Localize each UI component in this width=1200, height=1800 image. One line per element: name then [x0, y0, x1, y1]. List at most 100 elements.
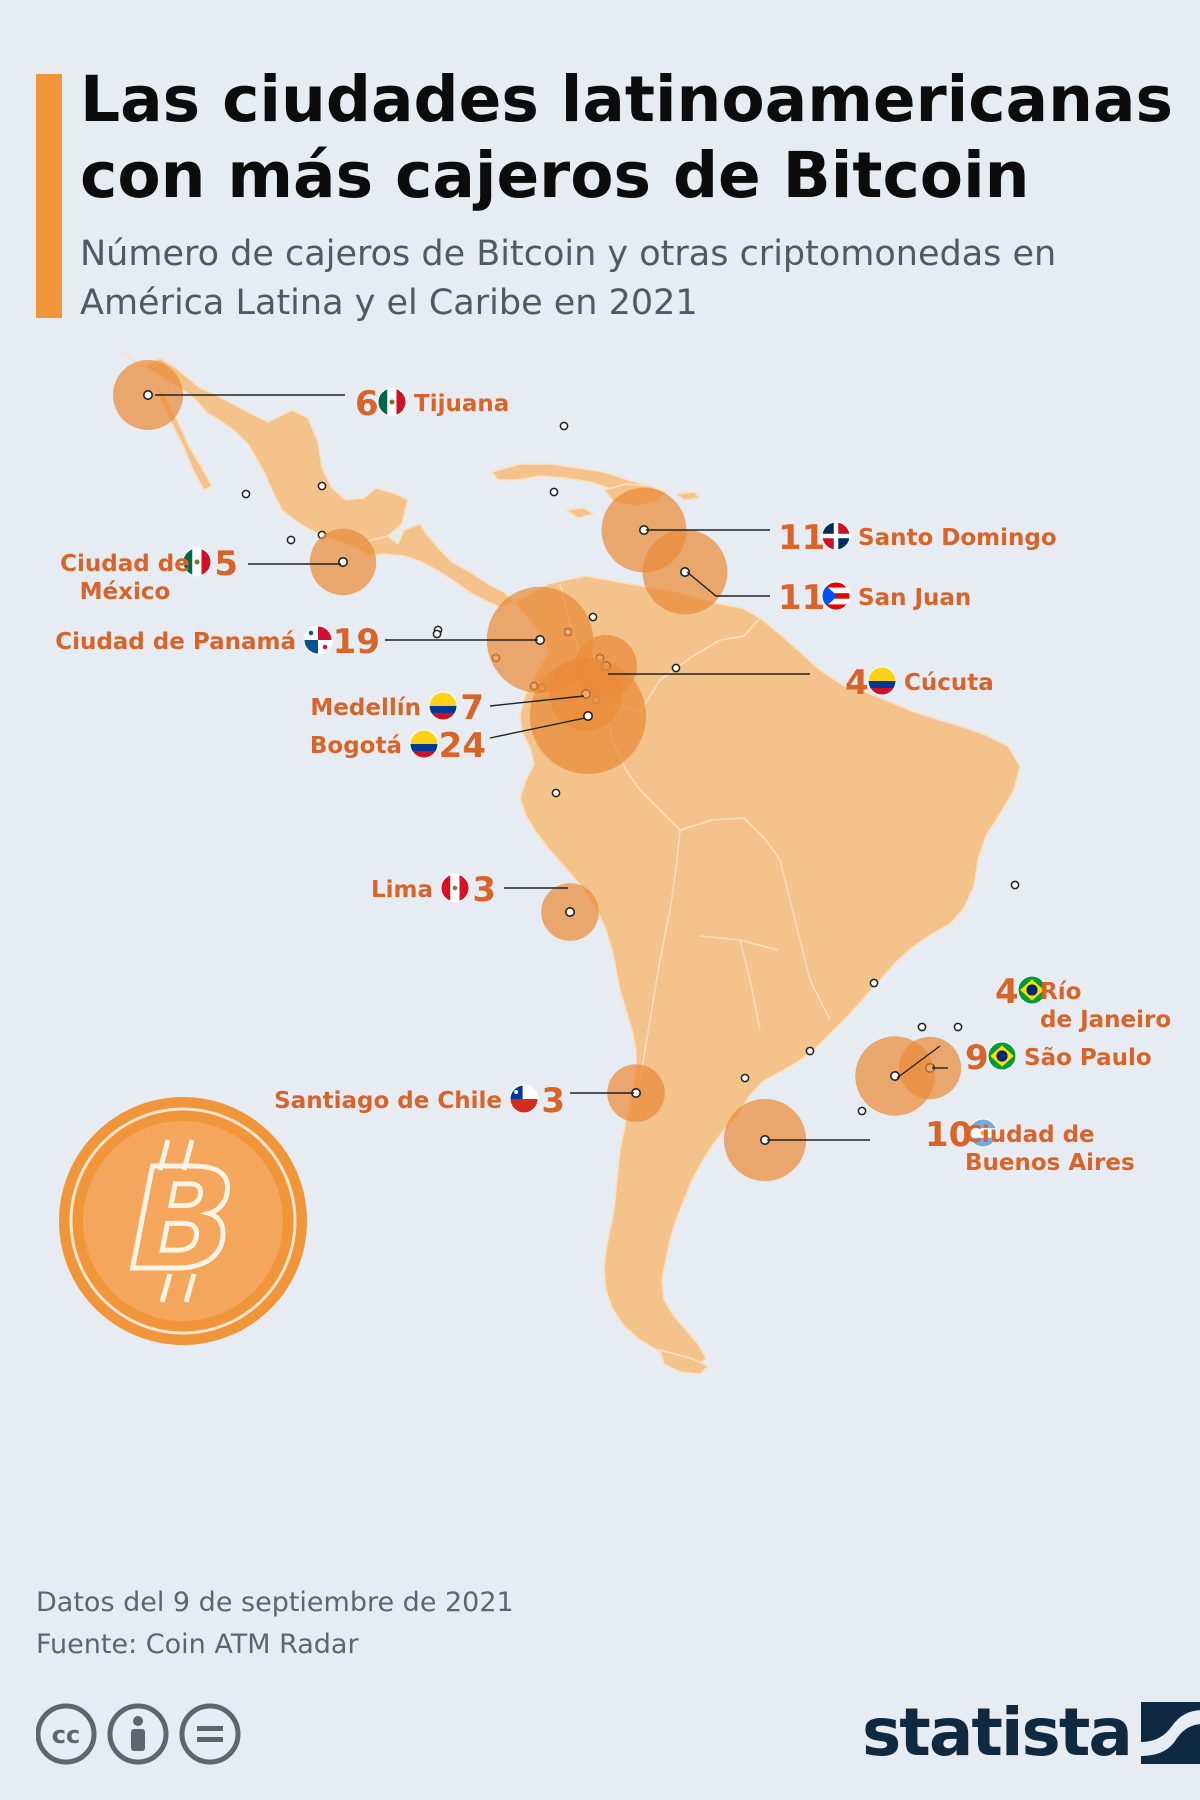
- city-name-santiago-de-chile: Santiago de Chile: [274, 1088, 502, 1114]
- land-jamaica: [565, 507, 595, 519]
- source-note: Fuente: Coin ATM Radar: [36, 1629, 359, 1660]
- city-bubbles: [113, 360, 962, 1182]
- minor-atm-dot: [286, 535, 296, 545]
- argentina-flag-icon: [968, 1118, 998, 1148]
- license-icons: cc: [36, 1703, 241, 1765]
- minor-atm-dot: [740, 1073, 750, 1083]
- minor-atm-dot: [869, 978, 879, 988]
- chart-subtitle: Número de cajeros de Bitcoin y otras cri…: [80, 234, 1057, 323]
- mexico-flag-icon: [377, 387, 407, 417]
- minor-atm-dot: [1010, 880, 1020, 890]
- dot-lima: [564, 906, 575, 917]
- minor-atm-dot: [432, 629, 442, 639]
- land-tierra-del-fuego: [659, 1349, 709, 1375]
- city-name-san-juan: San Juan: [858, 585, 971, 611]
- minor-atm-dot: [549, 487, 559, 497]
- label-lima[interactable]: 3 Lima: [371, 870, 496, 910]
- chart-title: Las ciudades latinoamericanas con más ca…: [80, 63, 1173, 212]
- count-lima: 3: [472, 870, 496, 910]
- land-puerto-rico: [675, 491, 701, 501]
- count-ciudad-de-buenos-aires: 10: [925, 1115, 972, 1155]
- city-name-lima: Lima: [371, 877, 433, 903]
- footer: Datos del 9 de septiembre de 2021 Fuente…: [36, 1582, 514, 1666]
- colombia-flag-icon: [428, 691, 458, 721]
- puerto-rico-flag-icon: [821, 581, 851, 611]
- city-name-bogota: Bogotá: [310, 733, 402, 759]
- svg-text:cc: cc: [52, 1721, 80, 1749]
- attribution-icon[interactable]: [107, 1703, 169, 1765]
- dot-ciudad-de-mexico: [337, 557, 348, 568]
- bitcoin-coin-icon: B: [59, 1097, 307, 1345]
- brazil-flag-icon: [1017, 975, 1047, 1005]
- statista-logo-icon: [1140, 1702, 1200, 1764]
- chile-flag-icon: [509, 1084, 539, 1114]
- title-accent-bar: [36, 74, 62, 318]
- minor-atm-dot: [317, 481, 327, 491]
- label-san-juan[interactable]: 11 San Juan: [778, 578, 971, 618]
- count-cucuta: 4: [845, 663, 869, 703]
- brazil-flag-icon: [987, 1041, 1017, 1071]
- count-santo-domingo: 11: [778, 518, 825, 558]
- count-san-juan: 11: [778, 578, 825, 618]
- label-santo-domingo[interactable]: 11 Santo Domingo: [778, 518, 1057, 558]
- label-cucuta[interactable]: 4 Cúcuta: [845, 663, 994, 703]
- minor-atm-dot: [559, 421, 569, 431]
- colombia-flag-icon: [409, 729, 439, 759]
- leader-line-sao-paulo: [896, 1045, 941, 1079]
- leader-line-san-juan: [686, 571, 770, 597]
- minor-atm-dot: [805, 1046, 815, 1056]
- date-note: Datos del 9 de septiembre de 2021: [36, 1587, 514, 1618]
- label-bogota[interactable]: 24 Bogotá: [310, 726, 486, 766]
- count-tijuana: 6: [355, 384, 379, 424]
- minor-atm-dot: [953, 1022, 963, 1032]
- peru-flag-icon: [440, 873, 470, 903]
- city-name-ciudad-de-buenos-aires: Buenos Aires: [965, 1150, 1135, 1176]
- label-tijuana[interactable]: 6 Tijuana: [355, 384, 509, 424]
- city-name-ciudad-de-buenos-aires: Ciudad de: [965, 1122, 1095, 1148]
- no-derivatives-icon[interactable]: [179, 1703, 241, 1765]
- mexico-flag-icon: [182, 547, 212, 577]
- city-name-medellin: Medellín: [310, 695, 421, 721]
- count-bogota: 24: [439, 726, 486, 766]
- dot-bogota: [582, 710, 593, 721]
- statista-logo[interactable]: statista: [862, 1700, 1200, 1766]
- city-name-rio-de-janeiro: Río: [1040, 979, 1081, 1005]
- city-name-cucuta: Cúcuta: [904, 670, 994, 696]
- count-rio-de-janeiro: 4: [995, 972, 1019, 1012]
- minor-atm-dot: [551, 788, 561, 798]
- minor-atm-dot: [917, 1022, 927, 1032]
- count-ciudad-de-panama: 19: [333, 622, 380, 662]
- land-south-america: [513, 575, 1021, 1365]
- minor-atm-dot: [857, 1106, 867, 1116]
- leader-line-medellin: [489, 695, 585, 707]
- label-santiago-de-chile[interactable]: 3 Santiago de Chile: [274, 1081, 565, 1121]
- dominican-republic-flag-icon: [821, 521, 851, 551]
- city-name-santo-domingo: Santo Domingo: [858, 525, 1057, 551]
- city-name-ciudad-de-panama: Ciudad de Panamá: [55, 629, 296, 655]
- dot-san-juan: [679, 567, 690, 578]
- label-medellin[interactable]: 7 Medellín: [310, 688, 484, 728]
- minor-atm-dot: [588, 612, 598, 622]
- label-sao-paulo[interactable]: 9 São Paulo: [965, 1038, 1152, 1078]
- minor-atm-dot: [241, 489, 251, 499]
- count-santiago-de-chile: 3: [541, 1081, 565, 1121]
- city-name-tijuana: Tijuana: [414, 391, 509, 417]
- label-ciudad-de-panama[interactable]: 19 Ciudad de Panamá: [55, 622, 380, 662]
- land-masses: [119, 349, 1021, 1375]
- svg-text:B: B: [130, 1139, 237, 1302]
- colombia-flag-icon: [867, 666, 897, 696]
- count-sao-paulo: 9: [965, 1038, 989, 1078]
- land-central-america: [355, 523, 515, 609]
- city-name-sao-paulo: São Paulo: [1024, 1045, 1152, 1071]
- dot-sao-paulo: [889, 1070, 900, 1081]
- count-ciudad-de-mexico: 5: [214, 544, 238, 584]
- leader-line-bogota: [489, 717, 586, 739]
- count-medellin: 7: [460, 688, 484, 728]
- creative-commons-icon[interactable]: cc: [36, 1703, 97, 1765]
- city-name-rio-de-janeiro: de Janeiro: [1040, 1007, 1171, 1033]
